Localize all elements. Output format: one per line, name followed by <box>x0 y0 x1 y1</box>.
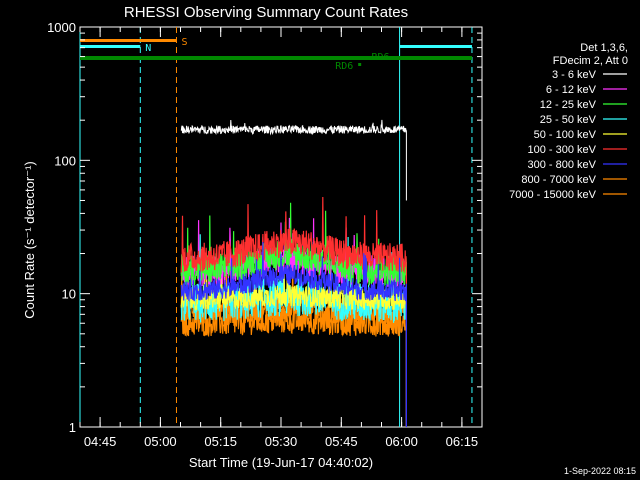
y-tick-label: 10 <box>62 287 76 302</box>
series-line <box>180 202 407 427</box>
status-bar <box>80 39 177 42</box>
legend-entry: 12 - 25 keV <box>540 99 597 111</box>
legend-entry: 50 - 100 keV <box>534 129 597 141</box>
x-axis: 04:45 05:00 05:15 05:30 05:45 06:00 06:15 <box>79 27 483 449</box>
legend-header: Det 1,3,6, <box>580 42 628 54</box>
legend-entry: 25 - 50 keV <box>540 114 597 126</box>
x-tick-label: 05:45 <box>325 434 358 449</box>
legend-entry: 6 - 12 keV <box>546 84 597 96</box>
footer-timestamp: 1-Sep-2022 08:15 <box>564 466 636 476</box>
x-tick-label: 04:45 <box>84 434 117 449</box>
y-tick-label: 1000 <box>47 20 76 35</box>
status-bar-rd6-mark <box>358 63 362 66</box>
series-line <box>180 119 407 201</box>
legend-entry: 3 - 6 keV <box>552 69 597 81</box>
legend-entry: 800 - 7000 keV <box>521 174 596 186</box>
y-axis: 1 10 100 1000 <box>47 20 482 435</box>
status-bar-rd6 <box>80 56 472 60</box>
status-bar <box>399 45 472 48</box>
status-label: N <box>145 43 151 54</box>
legend-header: FDecim 2, Att 0 <box>553 55 628 67</box>
y-tick-label: 100 <box>54 153 76 168</box>
y-axis-label: Count Rate (s⁻¹ detector⁻¹) <box>22 161 37 319</box>
status-label-rd6-second: RD6 <box>335 61 353 72</box>
status-bar <box>80 45 141 48</box>
legend-entry: 300 - 800 keV <box>528 159 597 171</box>
x-tick-label: 05:15 <box>204 434 237 449</box>
status-label: S <box>181 37 187 48</box>
series-line <box>180 196 407 427</box>
y-tick-label: 1 <box>69 420 76 435</box>
x-tick-label: 06:15 <box>446 434 479 449</box>
series-layer <box>180 119 407 427</box>
x-tick-label: 06:00 <box>385 434 418 449</box>
legend-entry: 7000 - 15000 keV <box>509 189 597 201</box>
status-bars: S N RD6 RD6 <box>80 37 472 72</box>
chart-title: RHESSI Observing Summary Count Rates <box>124 4 408 21</box>
x-tick-label: 05:30 <box>265 434 298 449</box>
series-line <box>180 241 407 427</box>
x-tick-label: 05:00 <box>144 434 177 449</box>
legend: Det 1,3,6,FDecim 2, Att 0 3 - 6 keV 6 - 12… <box>509 42 628 201</box>
legend-entry: 100 - 300 keV <box>528 144 597 156</box>
x-axis-label: Start Time (19-Jun-17 04:40:02) <box>189 455 373 470</box>
status-label-rd6: RD6 <box>371 52 389 63</box>
vertical-marker-lines <box>79 27 473 427</box>
